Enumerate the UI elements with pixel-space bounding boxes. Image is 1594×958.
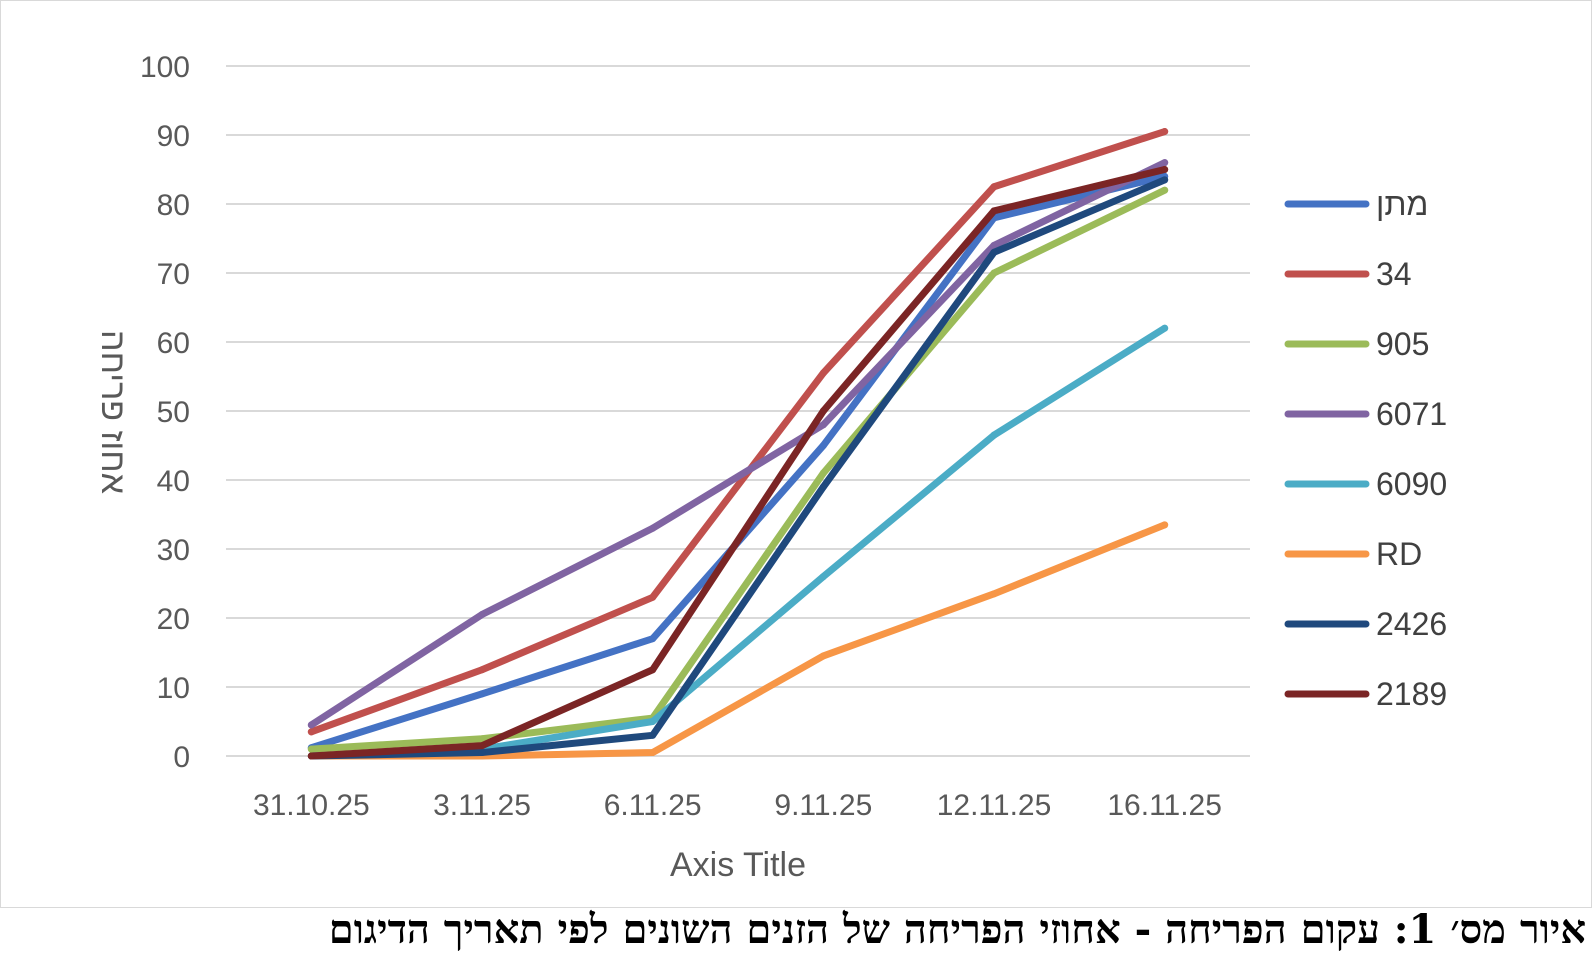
y-tick-label: 10 bbox=[157, 672, 190, 705]
series-line bbox=[307, 159, 1169, 729]
legend-label: 6071 bbox=[1376, 396, 1447, 432]
data-point bbox=[478, 666, 486, 674]
data-point bbox=[649, 718, 657, 725]
legend-label: מתן bbox=[1376, 186, 1428, 222]
x-tick-label: 16.11.25 bbox=[1107, 789, 1222, 822]
legend-label: RD bbox=[1376, 536, 1422, 572]
y-tick-label: 40 bbox=[157, 465, 190, 498]
data-point bbox=[478, 690, 486, 698]
legend-label: 2189 bbox=[1376, 676, 1447, 712]
legend: מתן 34 905 6071 6090 RD 2426 2189 bbox=[1284, 186, 1447, 712]
series-line bbox=[307, 186, 1169, 753]
data-point bbox=[990, 269, 998, 277]
x-axis-ticks: 31.10.25 3.11.25 6.11.25 9.11.25 12.11.25 16.… bbox=[253, 789, 1222, 822]
series-lines bbox=[307, 128, 1169, 760]
data-point bbox=[478, 735, 486, 743]
data-point bbox=[307, 752, 315, 760]
legend-label: 34 bbox=[1376, 256, 1412, 292]
data-point bbox=[1161, 159, 1169, 167]
y-tick-label: 50 bbox=[157, 396, 190, 429]
data-point bbox=[990, 431, 998, 439]
series-line bbox=[307, 176, 1169, 760]
figure-caption: איור מס׳ 1: עקום הפריחה - אחוזי הפריחה ש… bbox=[328, 906, 1586, 953]
y-tick-label: 90 bbox=[157, 120, 190, 153]
data-point bbox=[819, 573, 827, 581]
x-tick-label: 12.11.25 bbox=[937, 789, 1052, 822]
data-point bbox=[307, 745, 315, 753]
data-point bbox=[478, 749, 486, 757]
data-point bbox=[1161, 324, 1169, 332]
data-point bbox=[990, 248, 998, 256]
data-point bbox=[990, 207, 998, 215]
y-tick-label: 100 bbox=[140, 51, 190, 84]
y-axis-ticks: 0 10 20 30 40 50 60 70 80 90 100 bbox=[140, 51, 190, 774]
series-line bbox=[307, 128, 1169, 736]
x-tick-label: 3.11.25 bbox=[433, 789, 531, 822]
data-point bbox=[649, 593, 657, 601]
data-point bbox=[307, 728, 315, 736]
data-point bbox=[649, 635, 657, 643]
y-tick-label: 30 bbox=[157, 534, 190, 567]
data-point bbox=[990, 590, 998, 598]
data-point bbox=[1161, 166, 1169, 173]
data-point bbox=[819, 369, 827, 377]
legend-label: 905 bbox=[1376, 326, 1429, 362]
y-tick-label: 60 bbox=[157, 327, 190, 360]
data-point bbox=[1161, 128, 1169, 136]
data-point bbox=[649, 731, 657, 739]
y-axis-title: אחוז פריחה bbox=[94, 330, 132, 494]
data-point bbox=[990, 241, 998, 249]
x-axis-title: Axis Title bbox=[670, 846, 806, 884]
series-line bbox=[307, 172, 1169, 752]
y-tick-label: 0 bbox=[173, 741, 190, 774]
y-tick-label: 70 bbox=[157, 258, 190, 291]
data-point bbox=[819, 421, 827, 429]
x-tick-label: 6.11.25 bbox=[604, 789, 702, 822]
series-line bbox=[307, 166, 1169, 760]
data-point bbox=[1161, 521, 1169, 529]
line-chart: 0 10 20 30 40 50 60 70 80 90 100 31.10.25 3.11.25 6.… bbox=[94, 51, 1447, 884]
data-point bbox=[307, 721, 315, 729]
data-point bbox=[649, 524, 657, 532]
data-point bbox=[819, 652, 827, 660]
data-point bbox=[649, 749, 657, 757]
data-point bbox=[1161, 176, 1169, 184]
y-tick-label: 80 bbox=[157, 189, 190, 222]
data-point bbox=[819, 469, 827, 477]
legend-label: 6090 bbox=[1376, 466, 1447, 502]
data-point bbox=[478, 742, 486, 750]
data-point bbox=[819, 442, 827, 449]
data-point bbox=[990, 183, 998, 191]
data-point bbox=[478, 611, 486, 619]
x-tick-label: 9.11.25 bbox=[774, 789, 872, 822]
data-point bbox=[819, 407, 827, 415]
y-tick-label: 20 bbox=[157, 603, 190, 636]
data-point bbox=[649, 666, 657, 674]
data-point bbox=[819, 483, 827, 491]
x-tick-label: 31.10.25 bbox=[253, 789, 370, 822]
data-point bbox=[1161, 186, 1169, 194]
legend-label: 2426 bbox=[1376, 606, 1447, 642]
